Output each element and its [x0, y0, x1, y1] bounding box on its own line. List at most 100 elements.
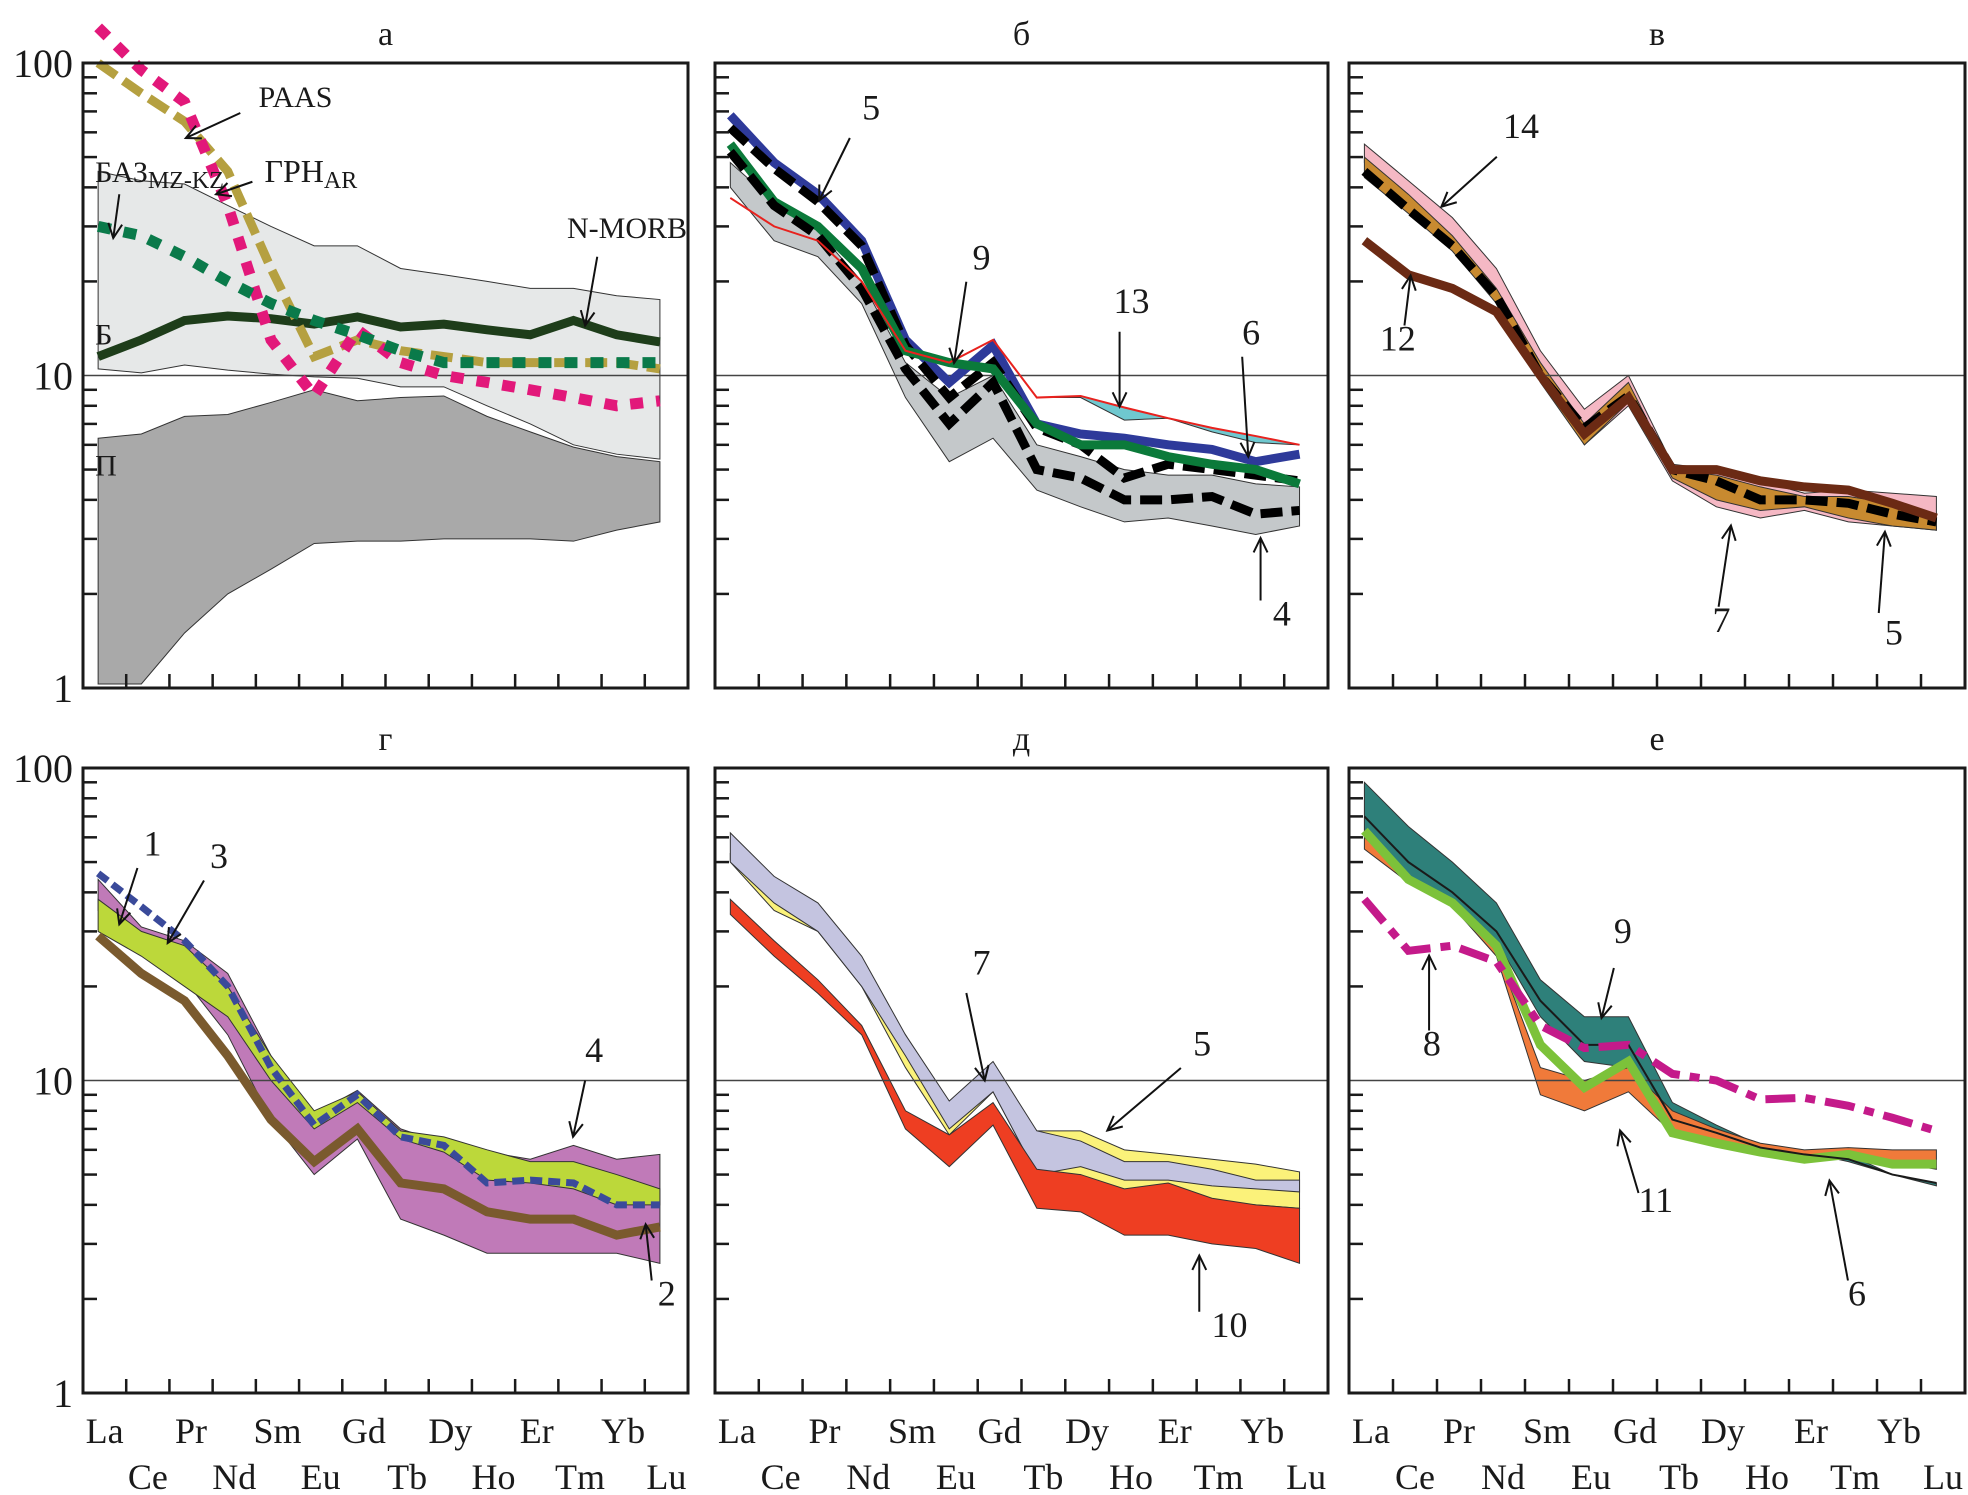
x-tick-label: Tb [387, 1457, 427, 1495]
band-10 [729, 898, 1301, 1265]
annotation-arrow [215, 180, 253, 196]
annotation-label: 11 [1639, 1180, 1674, 1220]
x-tick-label: Tm [555, 1457, 605, 1495]
annotation-arrow [965, 992, 986, 1081]
x-tick-label: Er [1794, 1411, 1828, 1451]
annotation-label: 3 [210, 836, 228, 876]
x-tick-label: Ce [761, 1457, 801, 1495]
x-tick-label: Nd [846, 1457, 890, 1495]
arrow-head-icon [974, 1064, 990, 1083]
annotation-arrow [1106, 1067, 1182, 1132]
x-tick-label: Eu [936, 1457, 976, 1495]
x-tick-label: Pr [1443, 1411, 1475, 1451]
arrow-head-icon [568, 1120, 584, 1139]
annotation-label: N-MORB [567, 212, 687, 245]
x-tick-label: Yb [1240, 1411, 1284, 1451]
x-tick-label: Yb [601, 1411, 645, 1451]
series-6 [1361, 827, 1937, 1169]
series-6 [726, 141, 1301, 489]
annotation-arrow [572, 1080, 587, 1137]
x-tick-label: Gd [1613, 1411, 1657, 1451]
x-tick-label: Tm [1830, 1457, 1880, 1495]
series-ГРН_AR [94, 23, 661, 412]
y-tick-label: 1 [53, 666, 73, 711]
band-14 [1363, 143, 1937, 531]
series-2 [95, 932, 661, 1240]
x-tick-label: Sm [888, 1411, 936, 1451]
annotation-label: Б [95, 318, 112, 351]
annotation-arrow [1619, 1130, 1640, 1194]
x-tick-label: Pr [175, 1411, 207, 1451]
plot-area [83, 23, 688, 685]
arrow-head-icon [1721, 523, 1737, 542]
arrow-head-icon [579, 309, 596, 328]
arrow-head-icon [1824, 1178, 1840, 1197]
x-tick-label: Lu [1923, 1457, 1963, 1495]
arrow-head-icon [183, 125, 202, 140]
annotation-arrow [1440, 156, 1498, 208]
band-7 [1363, 155, 1937, 531]
series-4 [726, 148, 1300, 519]
x-tick-label: Er [1158, 1411, 1192, 1451]
annotation-label: 4 [1273, 594, 1291, 634]
annotation-arrow [953, 281, 968, 364]
annotation-arrow [185, 112, 241, 139]
annotation-label: 9 [1614, 911, 1632, 951]
arrow-head-icon [948, 347, 964, 366]
annotation-arrow [1877, 531, 1886, 614]
annotation-label: 7 [972, 942, 990, 982]
x-tick-label: Dy [428, 1411, 472, 1451]
annotation-arrow [1717, 525, 1732, 607]
annotation-label: 1 [144, 824, 162, 864]
x-tick-label: Pr [808, 1411, 840, 1451]
x-tick-label: Yb [1877, 1411, 1921, 1451]
series-8 [1361, 896, 1938, 1135]
arrow-head-icon [1191, 1253, 1208, 1271]
x-tick-label: Lu [646, 1457, 686, 1495]
annotation-label: 5 [1885, 612, 1903, 652]
arrow-head-icon [1421, 953, 1437, 971]
annotation-label: 12 [1380, 319, 1416, 359]
annotation-label: 5 [862, 87, 880, 127]
y-tick-label: 10 [33, 1059, 73, 1104]
annotation-label: 2 [658, 1274, 676, 1314]
x-tick-label: Tb [1023, 1457, 1063, 1495]
arrow-head-icon [818, 184, 833, 203]
annotation-arrow [166, 879, 205, 944]
band-4 [97, 878, 661, 1264]
band-4 [729, 161, 1301, 535]
arrow-head-icon [1597, 1002, 1613, 1021]
x-tick-label: Dy [1701, 1411, 1745, 1451]
panel-title: д [1013, 721, 1030, 758]
panel-title: в [1649, 16, 1665, 53]
panel-v: в 14 12 7 5 [1347, 16, 1967, 690]
annotation-label: БАЗMZ-KZ [95, 156, 224, 194]
annotation-label: 6 [1848, 1274, 1866, 1314]
annotation-arrow [584, 256, 599, 326]
x-tick-label: Gd [342, 1411, 386, 1451]
annotation-label: 9 [972, 237, 990, 277]
x-tick-label: Sm [253, 1411, 301, 1451]
x-tick-label: Eu [301, 1457, 341, 1495]
arrow-head-icon [116, 908, 132, 927]
x-tick-label: La [1352, 1411, 1390, 1451]
arrow-head-icon [166, 926, 182, 945]
annotation-label: ГРНAR [265, 153, 358, 194]
band-П [97, 389, 661, 685]
plot-area [715, 112, 1328, 535]
x-tick-label: Ho [1745, 1457, 1789, 1495]
arrow-head-icon [1876, 529, 1892, 548]
y-tick-label: 100 [13, 746, 73, 791]
x-tick-label: La [86, 1411, 124, 1451]
arrow-head-icon [1252, 535, 1269, 553]
series-9-mid [1363, 815, 1937, 1184]
x-tick-label: Eu [1571, 1457, 1611, 1495]
annotation-label: 10 [1212, 1305, 1248, 1345]
annotation-arrow [1241, 356, 1250, 457]
annotation-arrow [644, 1224, 653, 1281]
annotation-arrow [818, 137, 851, 201]
plot-area [715, 831, 1328, 1265]
arrow-head-icon [213, 182, 233, 198]
